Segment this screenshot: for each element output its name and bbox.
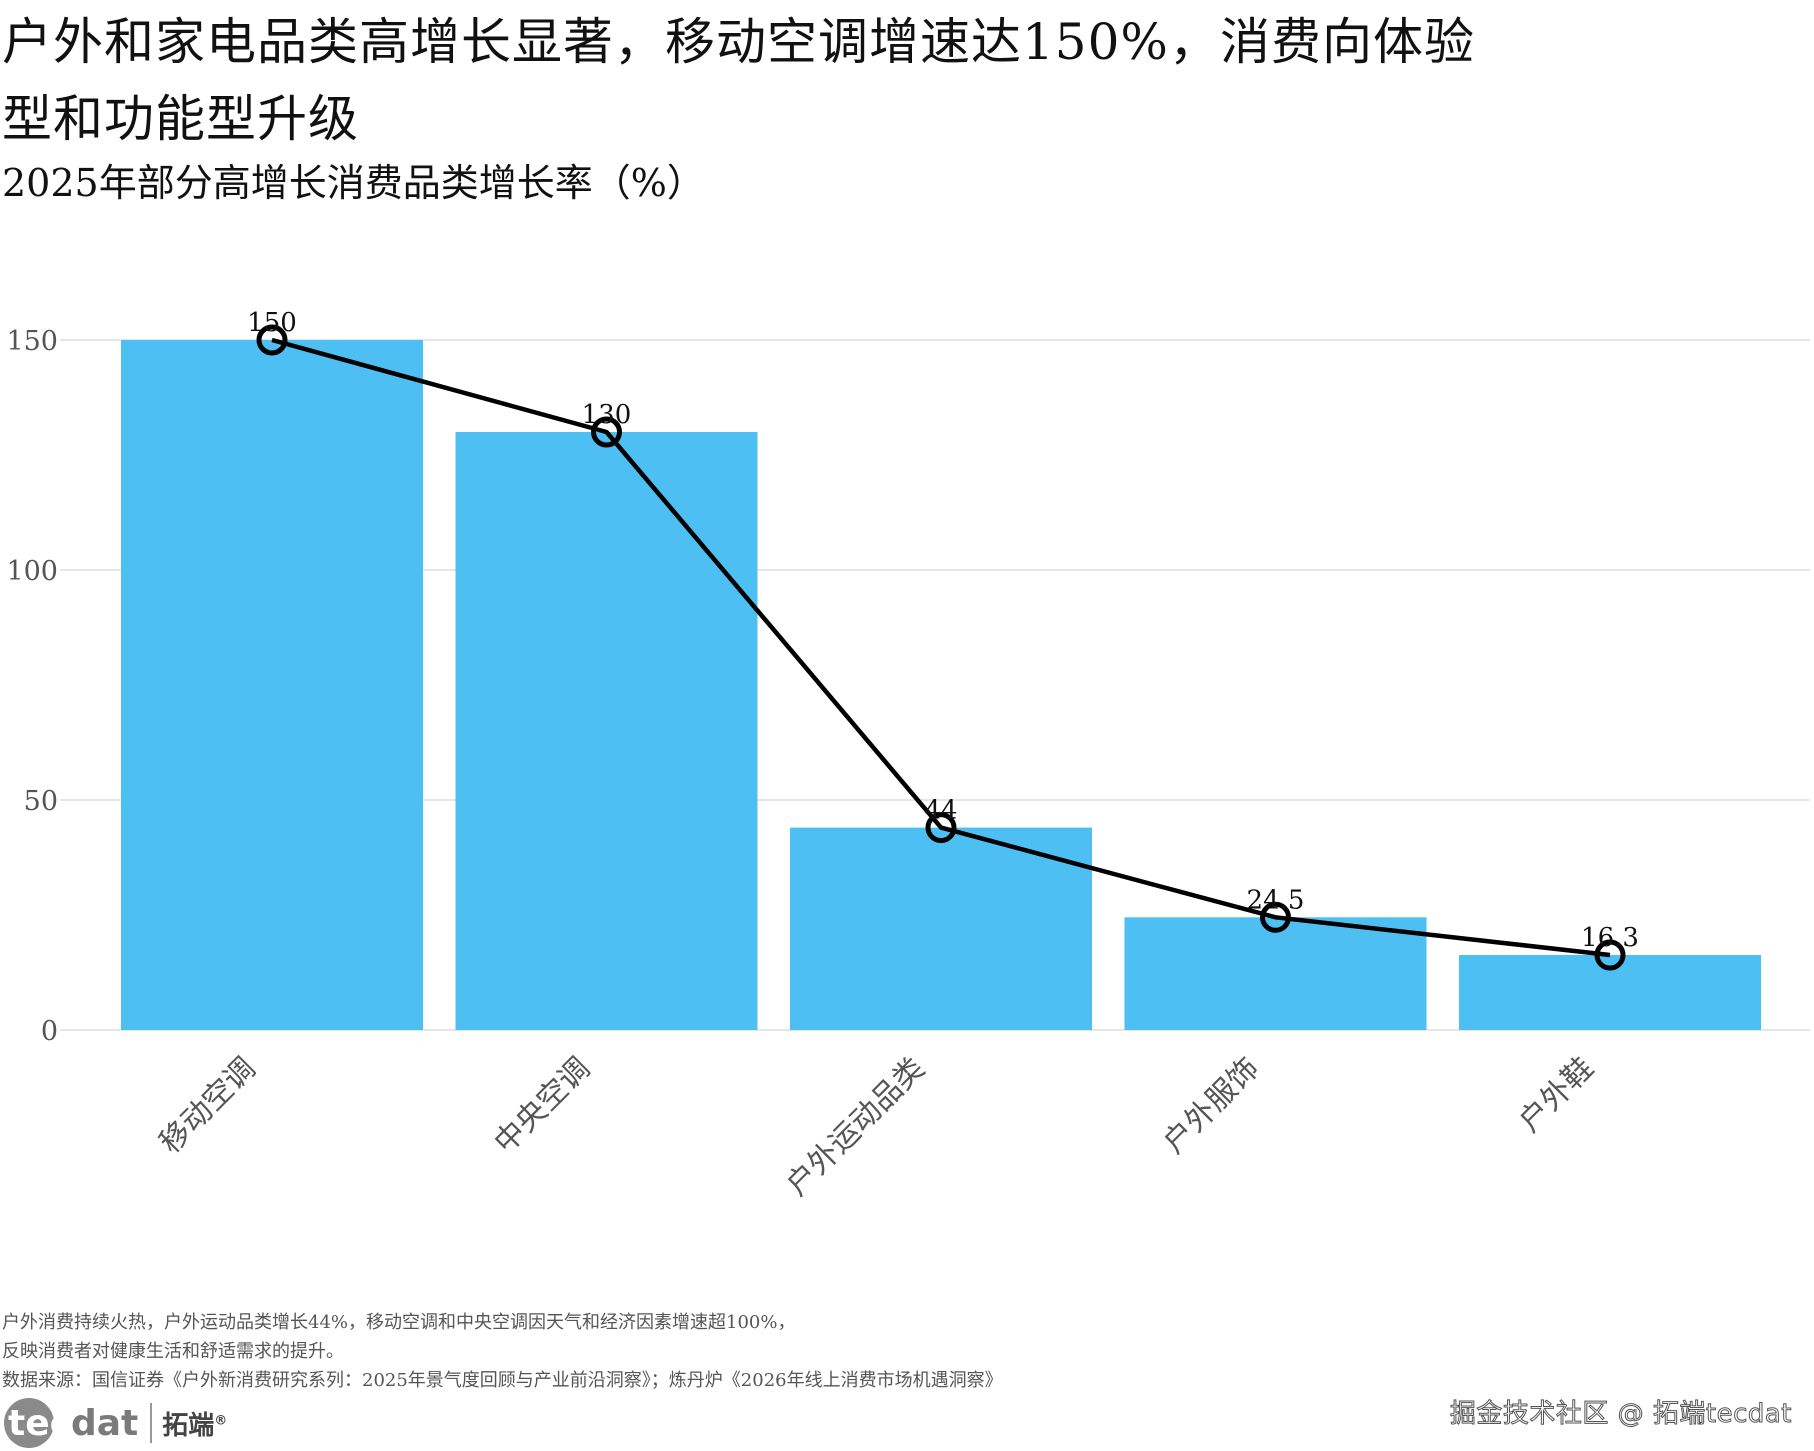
line-point [925, 812, 957, 844]
bar [1124, 917, 1427, 1030]
y-tick-label: 100 [6, 556, 58, 587]
data-source-note: 数据来源：国信证券《户外新消费研究系列：2025年景气度回顾与产业前沿洞察》；炼… [2, 1370, 1003, 1391]
growth-rate-chart: 150 130 44 24.5 16.3 0 50 100 150 移动空调 中央空调 户外运动品… [6, 308, 1810, 1203]
line-layer [256, 324, 1626, 971]
y-axis: 0 50 100 150 [6, 326, 58, 1047]
label-layer: 150 130 44 24.5 16.3 [247, 308, 1639, 953]
data-label: 44 [924, 796, 957, 826]
footnote-line-1: 户外消费持续火热，户外运动品类增长44%，移动空调和中央空调因天气和经济因素增速… [2, 1312, 796, 1333]
chart-title: 户外和家电品类高增长显著，移动空调增速达150%，消费向体验型和功能型升级 [2, 13, 1475, 148]
watermark: 掘金技术社区 @ 拓端tecdat [1449, 1399, 1792, 1430]
line-point [591, 416, 622, 448]
x-tick-label: 移动空调 [153, 1051, 263, 1161]
bar [790, 827, 1092, 1030]
y-tick-label: 50 [24, 786, 58, 817]
footnote-line-2: 反映消费者对健康生活和舒适需求的提升。 [2, 1341, 344, 1362]
y-tick-label: 150 [6, 326, 58, 357]
bar [455, 432, 758, 1030]
line-point [1594, 939, 1626, 971]
line-point [1260, 901, 1291, 933]
y-tick-label: 0 [41, 1016, 58, 1047]
x-tick-label: 户外鞋 [1512, 1051, 1600, 1139]
logo-brand: tecdat [8, 1402, 139, 1444]
chart-subtitle: 2025年部分高增长消费品类增长率（%） [2, 161, 705, 205]
x-tick-label: 中央空调 [488, 1051, 598, 1161]
trend-line [271, 337, 1611, 958]
bar [121, 340, 423, 1030]
data-label: 150 [247, 308, 297, 338]
data-label: 16.3 [1581, 923, 1639, 953]
logo-divider [150, 1403, 153, 1443]
data-label: 130 [582, 400, 632, 430]
x-tick-label: 户外服饰 [1157, 1051, 1267, 1161]
bar-layer [121, 340, 1761, 1030]
data-label: 24.5 [1247, 885, 1305, 915]
logo-circle [4, 1398, 54, 1448]
x-axis: 移动空调 中央空调 户外运动品类 户外服饰 户外鞋 [153, 1051, 1601, 1203]
logo-cn: 拓端® [162, 1410, 228, 1441]
tecdat-logo: tecdat 拓端® [4, 1397, 227, 1449]
line-point [256, 324, 288, 356]
x-tick-label: 户外运动品类 [780, 1051, 932, 1203]
